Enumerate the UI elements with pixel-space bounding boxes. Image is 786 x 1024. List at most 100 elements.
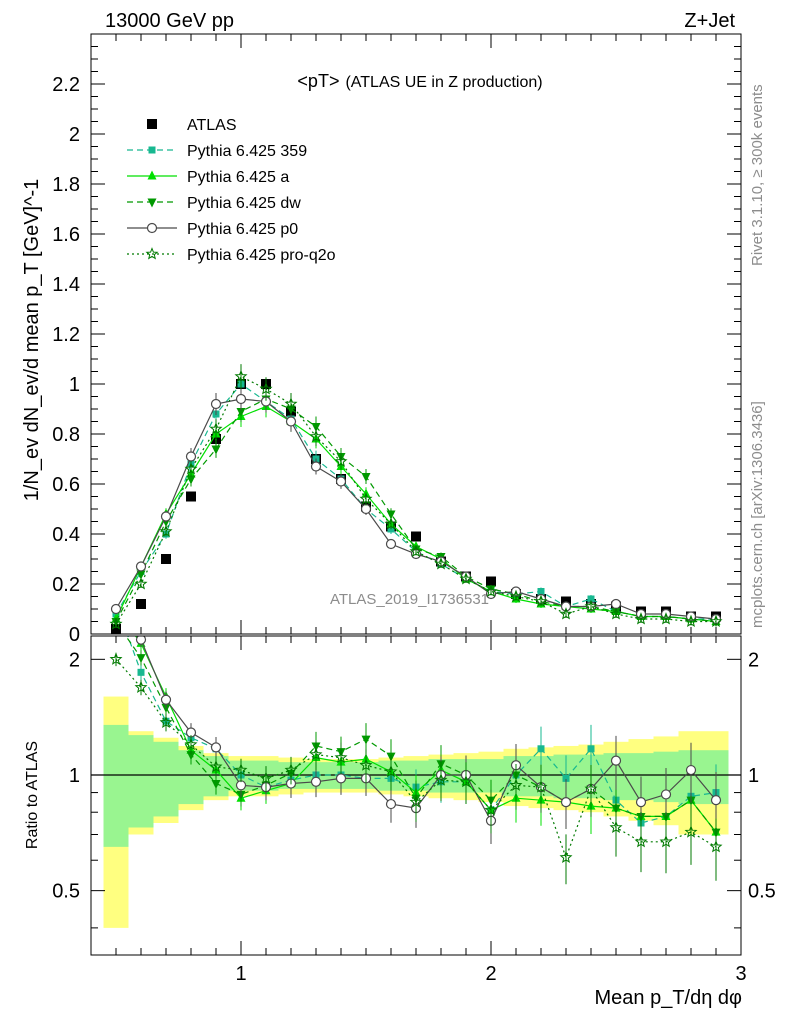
legend-label: Pythia 6.425 359: [187, 143, 307, 160]
main-ylabel-text: 1/N_ev dN_ev/d mean p_T [GeV]^-1: [21, 179, 43, 502]
series-5-point: [484, 584, 498, 597]
ratio-xtick-label: 3: [735, 963, 746, 985]
ratio-series-3-point: [112, 502, 121, 511]
main-ytick-label: 0.4: [52, 524, 80, 546]
series-4-point: [285, 416, 297, 427]
legend-marker: [148, 146, 156, 154]
ratio-series-4-point: [559, 850, 573, 863]
legend-item: ATLAS: [147, 117, 237, 134]
main-ytick-label: 0.6: [52, 474, 80, 496]
ratio-series-4-point: [659, 834, 673, 848]
series-5-point: [659, 612, 673, 625]
series-5-point: [359, 492, 373, 505]
ratio-series-3-point: [385, 798, 397, 810]
series-0-point: [186, 491, 196, 502]
series-5-point: [184, 462, 198, 475]
series-5: [109, 364, 723, 630]
series-4-point: [310, 461, 322, 472]
ratio-series-0-point: [562, 774, 570, 782]
series-0-point: [411, 531, 421, 542]
ratio-series-4-point: [109, 652, 123, 665]
ratio-ylabel: Ratio to ATLAS: [24, 741, 41, 849]
main-ytick-label: 2: [69, 124, 80, 146]
legend: ATLAS Pythia 6.425 359 Pythia 6.425 a Pythi…: [127, 117, 336, 264]
series-4-point: [360, 503, 372, 515]
legend-label: Pythia 6.425 a: [187, 169, 289, 186]
ratio-series-0-point: [137, 668, 145, 676]
series-0-point: [136, 599, 146, 609]
legend-marker: [147, 170, 157, 180]
ratio-series-3-point: [160, 694, 172, 705]
ratio-axes: 0.5 0.5 1 1 2 2 1 2 3: [52, 636, 776, 985]
ratio-ytick-label-right: 0.5: [748, 881, 776, 903]
legend-marker: [145, 247, 159, 260]
plot-title-sub: (ATLAS UE in Z production): [345, 74, 542, 91]
ratio-series-2-point: [136, 654, 146, 664]
ratio-series-3-point: [310, 776, 322, 787]
series-5-point: [409, 544, 423, 557]
series-0-point: [161, 554, 171, 564]
series-5-point: [309, 429, 323, 442]
main-ytick-label: 1.2: [52, 324, 80, 346]
series-5-point: [234, 369, 248, 382]
ratio-ytick-label-right: 1: [748, 765, 759, 787]
main-ytick-label: 2.2: [52, 74, 80, 96]
legend-item: Pythia 6.425 dw: [127, 195, 301, 212]
main-ytick-label: 1.4: [52, 274, 80, 296]
main-ytick-label: 1.6: [52, 224, 80, 246]
header-left: 13000 GeV pp: [105, 10, 234, 32]
series-5-point: [209, 422, 223, 435]
legend-item: Pythia 6.425 pro-q2o: [127, 247, 336, 264]
header-right: Z+Jet: [684, 10, 735, 32]
ratio-series-4-point: [684, 825, 698, 838]
legend-marker: [147, 119, 157, 129]
ratio-series-2-point: [186, 751, 196, 761]
ratio-ytick-label-left: 0.5: [52, 881, 80, 903]
ratio-series-4-point: [584, 782, 598, 795]
series-4-point: [110, 603, 122, 615]
series-5-point: [334, 454, 348, 467]
ratio-series-4-point: [534, 780, 548, 793]
series-5-point: [534, 594, 548, 607]
series-5-point: [609, 607, 623, 620]
ratio-xtick-label: 2: [485, 963, 496, 985]
mcplots-label: mcplots.cern.ch [arXiv:1306.3436]: [749, 401, 766, 628]
ratio-band-inner: [153, 741, 179, 817]
ratio-series-4: [109, 652, 723, 885]
legend-item: Pythia 6.425 359: [127, 143, 307, 160]
series-5-point: [584, 599, 598, 612]
series-5-point: [509, 589, 523, 602]
series-0-point: [486, 576, 496, 587]
ratio-series-4-point: [259, 771, 273, 784]
series-2-line: [115, 405, 717, 623]
main-frame: [90, 33, 742, 635]
ratio-xtick-label: 1: [235, 963, 246, 985]
ratio-series-4-point: [159, 715, 173, 728]
ratio-series-0-point: [537, 745, 545, 753]
legend-label: Pythia 6.425 pro-q2o: [187, 247, 336, 264]
ratio-series-4-point: [359, 758, 373, 771]
legend-item: Pythia 6.425 a: [127, 169, 289, 186]
ratio-series-2-point: [211, 780, 221, 790]
series-5-point: [109, 617, 123, 630]
ratio-series-4-point: [184, 737, 198, 751]
main-ytick-label: 0.8: [52, 424, 80, 446]
ratio-series-group: [109, 502, 723, 885]
legend-marker: [146, 222, 158, 234]
legend-label: Pythia 6.425 dw: [187, 195, 301, 212]
ratio-series-4-point: [384, 764, 398, 778]
rivet-label: Rivet 3.1.10, ≥ 300k events: [749, 84, 766, 266]
plot-title: <pT> (ATLAS UE in Z production): [297, 71, 542, 91]
series-1: [112, 372, 720, 623]
ratio-series-3-point: [135, 636, 147, 645]
main-axes: 0 0.2 0.4 0.6 0.8 1 1.2 1.4 1.6 1.8 2 2.2: [52, 33, 742, 646]
ratio-series-3-point: [210, 742, 222, 753]
plot-title-main: <pT>: [297, 71, 339, 91]
series-3-point: [236, 408, 246, 417]
series-5-point: [384, 517, 398, 530]
series-1-point: [537, 588, 545, 595]
legend-marker: [147, 198, 157, 208]
ratio-series-4-point: [484, 803, 498, 816]
series-1-line: [115, 383, 716, 620]
